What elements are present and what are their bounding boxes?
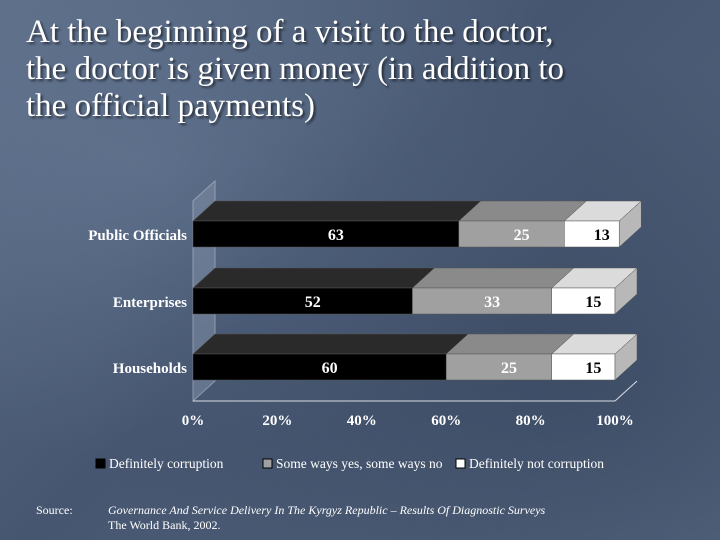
x-tick-label-5: 100%	[596, 413, 634, 429]
legend-swatch-0	[95, 458, 106, 469]
bar-top-0-1	[458, 200, 588, 222]
x-tick-label-3: 60%	[431, 413, 461, 429]
bar-segment-1-2	[551, 287, 616, 315]
bar-segment-2-1	[445, 353, 552, 381]
bar-segment-2-2	[551, 353, 616, 381]
bar-top-0-0	[192, 200, 482, 222]
data-label-2-1: 25	[501, 360, 517, 377]
bar-segment-0-2	[564, 220, 620, 248]
bar-top-1-1	[411, 267, 575, 289]
bar-top-1-0	[192, 267, 436, 289]
data-label-2-2: 15	[585, 360, 601, 377]
legend-label-0: Definitely corruption	[109, 456, 224, 471]
source-citation: Governance And Service Delivery In The K…	[108, 503, 545, 533]
legend-swatch-1	[262, 458, 273, 469]
x-tick-label-4: 80%	[516, 413, 546, 429]
source-publisher: The World Bank, 2002.	[108, 518, 221, 532]
x-tick-label-1: 20%	[262, 413, 292, 429]
bar-side-1	[614, 267, 638, 315]
data-label-1-1: 33	[484, 294, 500, 311]
bar-side-2	[614, 333, 638, 381]
bar-top-2-1	[445, 333, 575, 355]
data-label-0-1: 25	[514, 227, 530, 244]
source-label: Source:	[36, 503, 73, 517]
legend-label-1: Some ways yes, some ways no	[276, 456, 443, 471]
data-label-1-0: 52	[305, 294, 321, 311]
category-label-2: Households	[113, 361, 187, 377]
data-label-1-2: 15	[585, 294, 601, 311]
category-label-1: Enterprises	[113, 295, 187, 311]
slide-title: At the beginning of a visit to the docto…	[26, 14, 564, 124]
legend-label-2: Definitely not corruption	[469, 456, 604, 471]
source-title: Governance And Service Delivery In The K…	[108, 503, 546, 517]
bar-segment-0-0	[192, 220, 460, 248]
bar-top-2-0	[192, 333, 469, 355]
data-label-0-0: 63	[328, 227, 344, 244]
bar-segment-1-0	[192, 287, 413, 315]
x-tick-label-0: 0%	[182, 413, 205, 429]
bar-side-0	[618, 200, 642, 248]
legend-swatch-2	[455, 458, 466, 469]
category-label-0: Public Officials	[88, 228, 187, 244]
bar-segment-2-0	[192, 353, 447, 381]
bar-segment-0-1	[458, 220, 565, 248]
x-axis-depth-line	[614, 380, 638, 402]
data-label-2-0: 60	[322, 360, 338, 377]
data-label-0-2: 13	[594, 227, 610, 244]
bar-segment-1-1	[412, 287, 552, 315]
x-tick-label-2: 40%	[347, 413, 377, 429]
